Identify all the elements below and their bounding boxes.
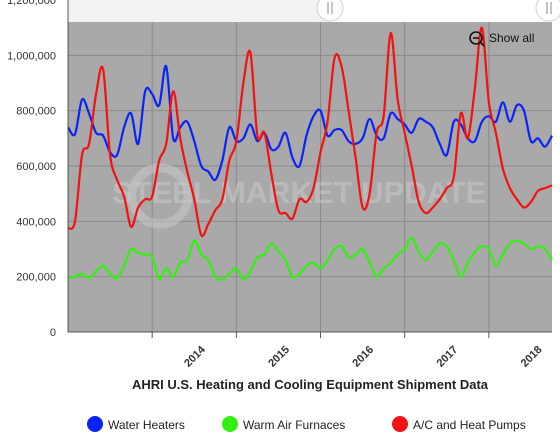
y-tick-label: 600,000 — [16, 161, 56, 173]
x-tick-label: 2015 — [266, 344, 292, 370]
legend-label: Water Heaters — [108, 418, 185, 432]
x-tick-label: 2014 — [182, 343, 208, 369]
x-tick-label: 2016 — [350, 344, 376, 370]
y-tick-label: 1,000,000 — [7, 50, 56, 62]
series-line-a-c-and-heat-pumps — [67, 26, 553, 238]
legend-marker — [392, 416, 408, 432]
watermark-logo: STEEL MARKET UPDATE — [112, 163, 486, 229]
y-tick-label: 800,000 — [16, 106, 56, 118]
series-line-water-heaters — [67, 65, 553, 182]
chart-title: AHRI U.S. Heating and Cooling Equipment … — [132, 377, 489, 392]
navigator-bar[interactable] — [68, 0, 560, 22]
legend-marker — [222, 416, 238, 432]
x-tick-label: 2018 — [519, 344, 545, 370]
y-tick-label: 200,000 — [16, 272, 56, 284]
legend-marker — [87, 416, 103, 432]
navigator-left-handle[interactable] — [316, 0, 344, 22]
y-tick-label: 1,200,000 — [7, 0, 56, 7]
legend-label: A/C and Heat Pumps — [413, 418, 526, 432]
legend-item-a-c-and-heat-pumps[interactable]: A/C and Heat Pumps — [392, 416, 526, 432]
watermark-text: STEEL MARKET UPDATE — [112, 175, 486, 210]
x-axis: 2014 2015 2016 2017 2018 — [68, 331, 552, 370]
legend: Water Heaters Warm Air Furnaces A/C and He… — [87, 416, 526, 432]
zoom-out-icon — [469, 31, 485, 47]
y-axis: 0 200,000 400,000 600,000 800,000 1,000,000 1,… — [7, 0, 69, 339]
show-all-button[interactable]: Show all — [464, 27, 546, 49]
y-tick-label: 400,000 — [16, 216, 56, 228]
series-line-warm-air-furnaces — [67, 236, 553, 281]
y-tick-label: 0 — [50, 327, 56, 339]
legend-label: Warm Air Furnaces — [243, 418, 345, 432]
legend-item-water-heaters[interactable]: Water Heaters — [87, 416, 185, 432]
legend-item-warm-air-furnaces[interactable]: Warm Air Furnaces — [222, 416, 345, 432]
x-tick-label: 2017 — [435, 344, 461, 370]
series-layer — [67, 26, 553, 281]
show-all-label: Show all — [489, 31, 534, 45]
navigator-right-handle[interactable] — [535, 0, 560, 22]
